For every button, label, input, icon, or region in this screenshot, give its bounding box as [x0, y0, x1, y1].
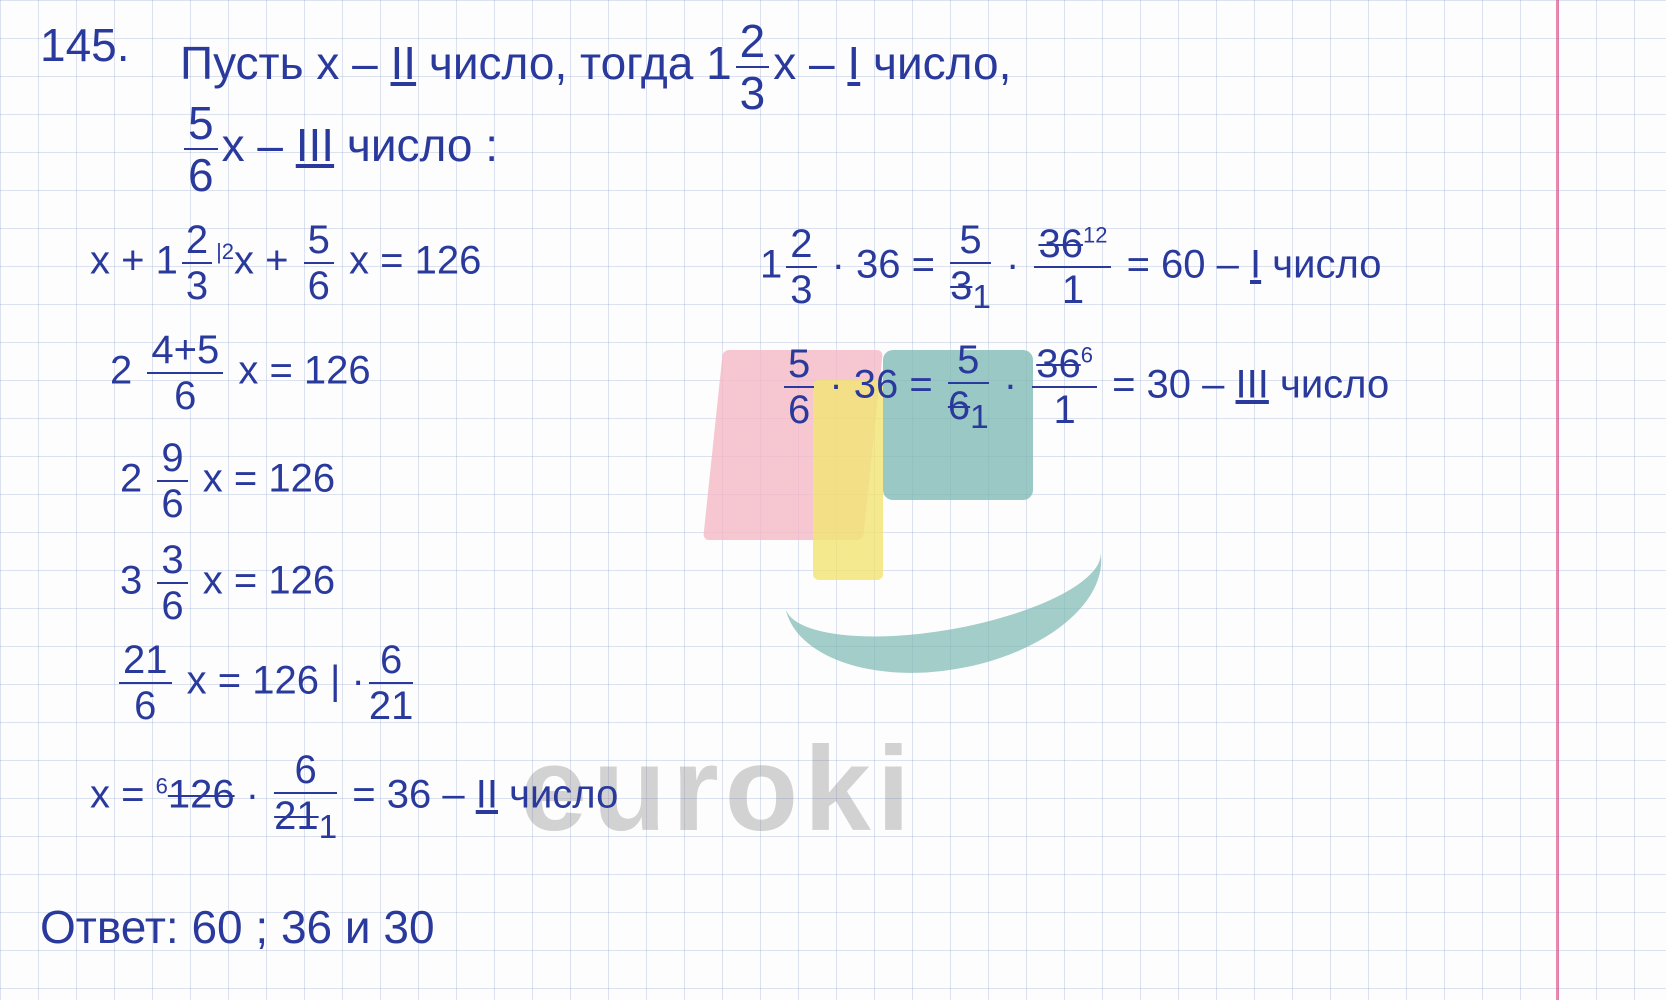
text: число,: [860, 37, 1011, 89]
frac-den: 31: [950, 264, 991, 314]
text: число: [1269, 363, 1389, 407]
frac-num: 3612: [1034, 224, 1111, 268]
text: ·: [995, 243, 1031, 287]
tail: x –: [222, 119, 296, 171]
text: x + 1: [90, 239, 178, 283]
strike: 36: [1036, 342, 1081, 386]
frac-num: 5: [304, 220, 334, 264]
frac-num: 366: [1032, 344, 1097, 388]
sub: 1: [319, 809, 338, 846]
frac-den: 1: [1032, 388, 1097, 430]
frac-den: 3: [736, 68, 770, 116]
frac-den: 61: [948, 384, 989, 434]
tail: x = 126: [192, 559, 335, 603]
frac-den: 6: [784, 388, 814, 430]
sup: 6: [1081, 343, 1093, 368]
text: x +: [234, 239, 300, 283]
frac-den: 1: [1034, 268, 1111, 310]
frac-den: 6: [147, 374, 223, 416]
frac-den: 211: [274, 794, 337, 844]
text: ·: [993, 363, 1029, 407]
frac-num: 21: [119, 640, 172, 684]
text: x =: [90, 773, 156, 817]
text: число: [1261, 243, 1381, 287]
text: число :: [334, 119, 498, 171]
text: x = 126: [338, 239, 481, 283]
answer-label: Ответ:: [40, 901, 179, 953]
sup: 12: [1083, 223, 1107, 248]
text: число: [498, 773, 618, 817]
frac-num: 6: [274, 750, 337, 794]
frac-num: 5: [950, 220, 991, 264]
equation-2: 2 4+56 x = 126: [110, 330, 371, 416]
strike: 36: [1038, 222, 1083, 266]
frac-den: 6: [119, 684, 172, 726]
roman-iii: III: [296, 119, 334, 171]
setup-line-2: 56x – III число :: [180, 100, 498, 198]
problem-number: 145.: [40, 18, 130, 72]
equation-1: x + 123|2x + 56 x = 126: [90, 220, 481, 306]
text: число, тогда: [429, 37, 706, 89]
frac-num: 2: [182, 220, 212, 264]
frac-num: 6: [369, 640, 414, 684]
sub: 1: [972, 279, 991, 316]
tail: x = 126: [227, 349, 370, 393]
tail: x = 126: [192, 457, 335, 501]
roman-ii: II: [476, 773, 498, 817]
answer-values: 60 ; 36 и 30: [179, 901, 435, 953]
frac-den: 21: [369, 684, 414, 726]
frac-num: 2: [786, 224, 816, 268]
calc-2: 56 · 36 = 561 · 3661 = 30 – III число: [780, 340, 1389, 434]
text: x = 126 | ·: [176, 659, 365, 703]
frac-num: 4+5: [147, 330, 223, 374]
frac-den: 6: [304, 264, 334, 306]
equation-6: x = 6126 · 6211 = 36 – II число: [90, 750, 618, 844]
whole: 1: [760, 243, 782, 287]
text: · 36 =: [818, 363, 944, 407]
whole: 3: [120, 559, 142, 603]
strike-126: 126: [168, 773, 235, 817]
frac-num: 3: [157, 540, 187, 584]
text: = 30 –: [1101, 363, 1236, 407]
frac-den: 3: [786, 268, 816, 310]
frac-num: 5: [948, 340, 989, 384]
whole: 2: [110, 349, 132, 393]
margin-line: [1556, 0, 1559, 1000]
whole: 2: [120, 457, 142, 501]
text: = 36 –: [341, 773, 476, 817]
frac-num: 2: [736, 18, 770, 68]
tail: x –: [773, 37, 847, 89]
strike: 6: [948, 384, 970, 428]
roman-iii: III: [1236, 363, 1269, 407]
sub: 1: [970, 399, 989, 436]
equation-4: 3 36 x = 126: [120, 540, 335, 626]
frac-num: 5: [784, 344, 814, 388]
equation-3: 2 96 x = 126: [120, 438, 335, 524]
calc-1: 123 · 36 = 531 · 36121 = 60 – I число: [760, 220, 1381, 314]
frac-num: 9: [157, 438, 187, 482]
equation-5: 216 x = 126 | ·621: [115, 640, 417, 726]
notebook-page: euroki 145. Пусть x – II число, тогда 12…: [0, 0, 1666, 1000]
answer-line: Ответ: 60 ; 36 и 30: [40, 900, 435, 954]
frac-den: 3: [182, 264, 212, 306]
frac-den: 6: [157, 482, 187, 524]
roman-i: I: [847, 37, 860, 89]
text: = 60 –: [1115, 243, 1250, 287]
frac-den: 6: [157, 584, 187, 626]
roman-ii: II: [391, 37, 417, 89]
roman-i: I: [1250, 243, 1261, 287]
text: ·: [235, 773, 271, 817]
strike: 21: [274, 794, 319, 838]
strike: 3: [950, 264, 972, 308]
sup: |2: [216, 239, 234, 264]
text: Пусть x –: [180, 37, 391, 89]
coeff-whole: 1: [706, 37, 732, 89]
frac-den: 6: [184, 150, 218, 198]
text: · 36 =: [821, 243, 947, 287]
frac-num: 5: [184, 100, 218, 150]
sup: 6: [156, 773, 168, 798]
